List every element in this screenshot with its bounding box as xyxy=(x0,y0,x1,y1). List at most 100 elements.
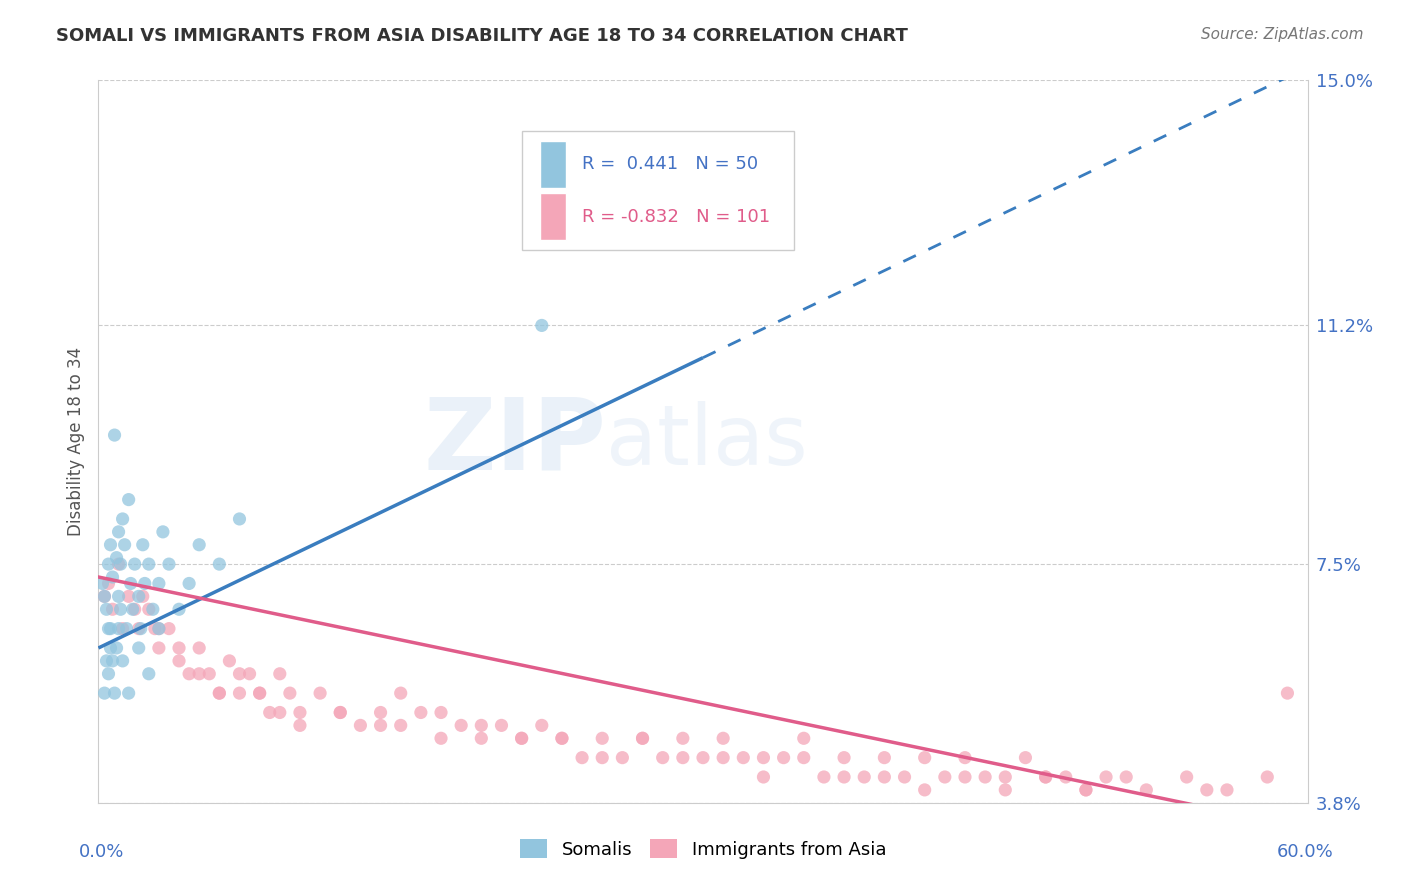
Point xyxy=(288,718,311,732)
Point xyxy=(110,602,132,616)
Point xyxy=(1095,770,1118,784)
Point xyxy=(1054,770,1077,784)
Point xyxy=(124,602,146,616)
Point xyxy=(450,718,472,732)
Point xyxy=(128,590,150,604)
FancyBboxPatch shape xyxy=(540,141,567,187)
Point xyxy=(953,770,976,784)
Point xyxy=(1195,783,1218,797)
Point xyxy=(591,750,613,764)
Point xyxy=(107,557,129,571)
Point xyxy=(491,718,513,732)
Point xyxy=(1115,770,1137,784)
Point xyxy=(409,706,432,720)
Point xyxy=(530,718,553,732)
Point xyxy=(1175,770,1198,784)
Point xyxy=(138,557,160,571)
Point xyxy=(228,666,250,681)
Point xyxy=(470,718,492,732)
Point xyxy=(692,169,714,184)
Point xyxy=(692,750,714,764)
Point xyxy=(269,666,291,681)
Point xyxy=(142,602,165,616)
Point xyxy=(105,640,128,655)
Point xyxy=(97,576,120,591)
Point xyxy=(120,576,142,591)
Point xyxy=(893,770,915,784)
Point xyxy=(631,731,654,746)
Point xyxy=(148,576,170,591)
Point xyxy=(107,590,129,604)
Point xyxy=(167,654,190,668)
Point xyxy=(288,706,311,720)
Point xyxy=(138,602,160,616)
Point xyxy=(152,524,174,539)
Point xyxy=(101,654,124,668)
Point xyxy=(118,492,141,507)
Point xyxy=(93,686,115,700)
Point xyxy=(97,622,120,636)
Point xyxy=(93,590,115,604)
Point xyxy=(651,750,673,764)
Point xyxy=(914,750,936,764)
Point xyxy=(93,590,115,604)
Point xyxy=(91,576,114,591)
Point xyxy=(914,783,936,797)
Point xyxy=(631,731,654,746)
Point xyxy=(309,686,332,700)
Point xyxy=(873,750,896,764)
Point xyxy=(239,666,262,681)
Point xyxy=(1074,783,1097,797)
Point xyxy=(198,666,221,681)
Point xyxy=(179,666,201,681)
Point xyxy=(148,622,170,636)
Point xyxy=(793,731,815,746)
Point xyxy=(96,654,118,668)
Point xyxy=(733,750,755,764)
Point xyxy=(100,640,122,655)
Text: atlas: atlas xyxy=(606,401,808,482)
Point xyxy=(157,557,180,571)
Point xyxy=(278,686,301,700)
Point xyxy=(148,622,170,636)
Point xyxy=(772,750,794,764)
Point xyxy=(1035,770,1057,784)
Point xyxy=(711,750,734,764)
Point xyxy=(134,576,156,591)
Point xyxy=(329,706,352,720)
Point xyxy=(349,718,371,732)
Point xyxy=(111,654,134,668)
Point xyxy=(188,538,211,552)
Point xyxy=(259,706,281,720)
Point xyxy=(510,731,533,746)
Point xyxy=(100,622,122,636)
Point xyxy=(551,731,574,746)
Point xyxy=(208,557,231,571)
Point xyxy=(934,770,956,784)
Point xyxy=(269,706,291,720)
Point xyxy=(97,557,120,571)
Point xyxy=(389,718,412,732)
Point xyxy=(118,686,141,700)
Point xyxy=(111,512,134,526)
Point xyxy=(389,686,412,700)
Legend: Somalis, Immigrants from Asia: Somalis, Immigrants from Asia xyxy=(513,832,893,866)
Point xyxy=(249,686,271,700)
Point xyxy=(167,640,190,655)
Point xyxy=(832,770,855,784)
Point xyxy=(103,686,125,700)
Point xyxy=(994,783,1017,797)
Point xyxy=(752,770,775,784)
Point xyxy=(228,686,250,700)
Point xyxy=(813,770,835,784)
FancyBboxPatch shape xyxy=(522,131,793,250)
Point xyxy=(107,524,129,539)
Point xyxy=(853,770,876,784)
Point xyxy=(974,770,997,784)
Point xyxy=(994,770,1017,784)
Point xyxy=(218,654,240,668)
Point xyxy=(138,666,160,681)
Point xyxy=(672,731,695,746)
Point xyxy=(228,512,250,526)
Point xyxy=(430,731,453,746)
